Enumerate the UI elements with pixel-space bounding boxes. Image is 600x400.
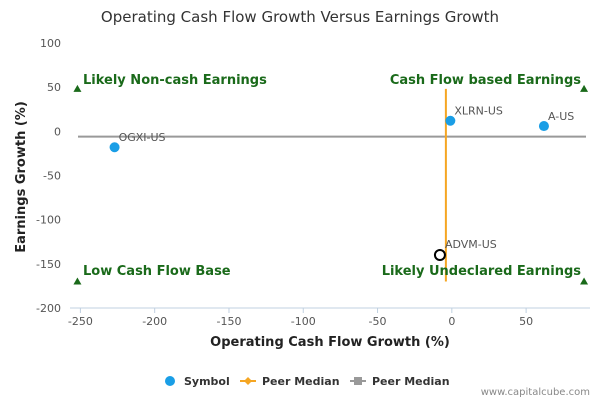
data-point <box>538 121 549 132</box>
legend-diamond-marker <box>244 377 252 385</box>
legend-item-label: Peer Median <box>372 375 450 388</box>
quadrant-label-top-right: Cash Flow based Earnings <box>390 73 581 88</box>
y-tick-label: 100 <box>40 37 61 50</box>
quadrant-label-top-left: Likely Non-cash Earnings <box>83 73 267 88</box>
plot-area: -250 -200 -150 -100 -50 0 50 100 50 0 -50 -100 -150 -… <box>36 37 590 328</box>
quadrant-marker-top-right <box>580 84 589 92</box>
y-tick-label: -100 <box>36 214 61 227</box>
data-point-label: OGXI-US <box>119 131 166 144</box>
x-tick-label: -200 <box>142 315 167 328</box>
x-tick-label: -50 <box>369 315 387 328</box>
legend-item-label: Peer Median <box>262 375 340 388</box>
y-tick-label: -200 <box>36 302 61 315</box>
data-point-label: A-US <box>548 110 574 123</box>
x-tick-label: 0 <box>448 315 455 328</box>
x-tick-label: 50 <box>519 315 533 328</box>
legend-symbol-marker <box>165 376 175 386</box>
y-tick-label: 0 <box>54 125 61 138</box>
quadrant-label-bottom-right: Likely Undeclared Earnings <box>382 264 582 279</box>
credit-text: www.capitalcube.com <box>481 387 590 398</box>
chart-title: Operating Cash Flow Growth Versus Earnin… <box>101 8 499 26</box>
data-point <box>445 115 456 126</box>
y-tick-label: -150 <box>36 258 61 271</box>
y-tick-label: -50 <box>43 170 61 183</box>
legend-item-label: Symbol <box>184 375 230 388</box>
legend: Symbol Peer Median Peer Median <box>165 375 450 388</box>
data-point-label: ADVM-US <box>445 238 497 251</box>
legend-square-marker <box>354 377 362 385</box>
quadrant-label-bottom-left: Low Cash Flow Base <box>83 264 231 279</box>
data-point-highlight <box>433 249 446 261</box>
y-axis-label: Earnings Growth (%) <box>14 101 29 253</box>
quadrant-marker-bottom-left <box>73 277 82 285</box>
data-point <box>109 142 120 153</box>
quadrant-marker-top-left <box>73 84 82 92</box>
x-tick-label: -250 <box>68 315 93 328</box>
quadrant-marker-bottom-right <box>580 277 589 285</box>
data-point-label: XLRN-US <box>454 105 503 118</box>
x-tick-label: -100 <box>291 315 316 328</box>
y-tick-label: 50 <box>47 81 61 94</box>
x-tick-label: -150 <box>216 315 241 328</box>
x-axis-label: Operating Cash Flow Growth (%) <box>210 335 450 350</box>
